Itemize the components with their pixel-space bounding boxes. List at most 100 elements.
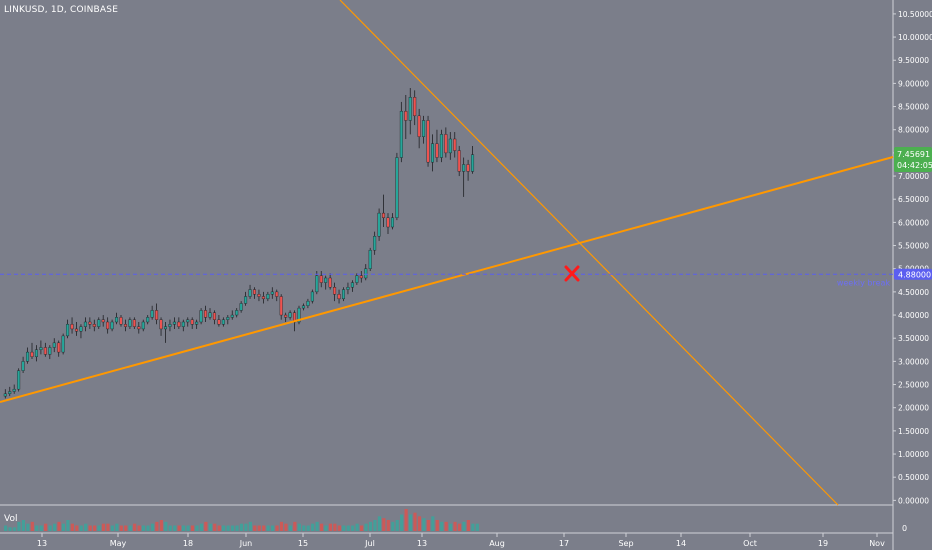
candle [226,315,230,325]
candle [208,308,212,320]
volume-bar [48,525,52,531]
candle [110,319,114,332]
time-axis-ticks: 13 May 18 Jun 15 Jul 13 Aug 17 Sep 14 Oct 19 Nov [37,533,885,548]
candle [141,319,145,332]
volume-bar [222,525,226,531]
candle [150,305,154,320]
volume-bar [57,521,61,531]
volume-bar [404,509,408,531]
price-axis-ticks: 10.50000 10.00000 9.50000 9.00000 8.50000 8.0… [893,10,932,505]
x-tick-label: Jul [364,539,375,548]
volume-bar [440,521,444,531]
descending-trendline[interactable] [339,0,839,506]
volume-bar [119,525,123,531]
candle [235,308,239,318]
y-tick-label: 2.50000 [898,381,929,390]
candle [315,271,319,295]
volume-bar [333,523,337,531]
volume-bar [164,521,168,531]
candle [373,231,377,255]
volume-bar [395,520,399,531]
volume-bar [244,523,248,531]
volume-bar [284,523,288,531]
volume-bar [17,521,21,531]
y-tick-label: 3.50000 [898,334,929,343]
candle [333,282,337,302]
volume-bar [408,514,413,531]
y-tick-label: 9.00000 [898,79,929,88]
last-price-value: 7.45691 [897,150,930,159]
candle [275,289,279,302]
candle [128,317,132,329]
volume-bar [400,514,404,531]
candle [248,284,252,299]
ascending-trendline[interactable] [0,156,894,403]
candle [57,340,61,357]
candle [212,310,216,325]
price-pane[interactable] [0,0,893,505]
candle [377,208,381,241]
candle [364,264,368,281]
volume-bar [21,520,25,531]
volume-bar [4,525,8,531]
candle [123,319,127,332]
x-tick-label: May [110,539,127,548]
volume-bar [70,523,74,531]
candle [52,338,56,353]
volume-bar [195,525,199,531]
x-tick-label: Sep [618,539,633,548]
volume-bar [444,521,448,531]
candle [408,88,412,135]
volume-bar [386,520,390,531]
volume-bar [288,525,292,531]
y-tick-label: 0.00000 [898,496,929,505]
candle [404,94,408,139]
volume-bar [97,525,101,531]
x-tick-label: Nov [869,539,885,548]
volume-bar [426,520,430,531]
volume-bar [199,523,203,531]
level-price-tag: 4.88000 [894,268,932,280]
candle [435,129,439,163]
candle [395,152,399,221]
weekly-break-note: weekly break [837,278,891,287]
x-tick-label: 14 [676,539,686,548]
candle [355,273,359,285]
volume-bar [30,521,34,531]
volume-bar [346,525,350,531]
candle [83,317,87,332]
volume-bar [133,523,137,531]
volume-bar [377,516,381,531]
y-tick-label: 1.00000 [898,450,929,459]
y-tick-label: 2.00000 [898,404,929,413]
volume-bar [150,523,155,531]
candle [350,280,354,292]
candle [106,317,110,334]
candle [284,312,288,322]
volume-bar [39,525,43,531]
volume-bar [106,523,110,531]
candle [444,127,448,158]
candle [244,291,248,306]
volume-bar [417,516,422,531]
volume-bar [186,525,190,531]
volume-bar [110,525,114,531]
candle [439,129,443,163]
volume-bar [124,525,128,531]
symbol-header[interactable]: LINKUSD, 1D, COINBASE [4,5,119,15]
y-tick-label: 0.50000 [898,473,929,482]
candle [324,275,328,290]
volume-bar [115,523,119,531]
volume-bar [319,523,324,531]
candle [190,317,194,329]
candle [17,368,21,392]
y-tick-label: 4.00000 [898,311,929,320]
candle [66,319,70,339]
volume-bar [262,525,266,531]
volume-bar [297,523,301,531]
volume-bar [266,525,270,531]
candle [413,90,417,126]
volume-bar [351,525,355,531]
candle [279,294,283,320]
